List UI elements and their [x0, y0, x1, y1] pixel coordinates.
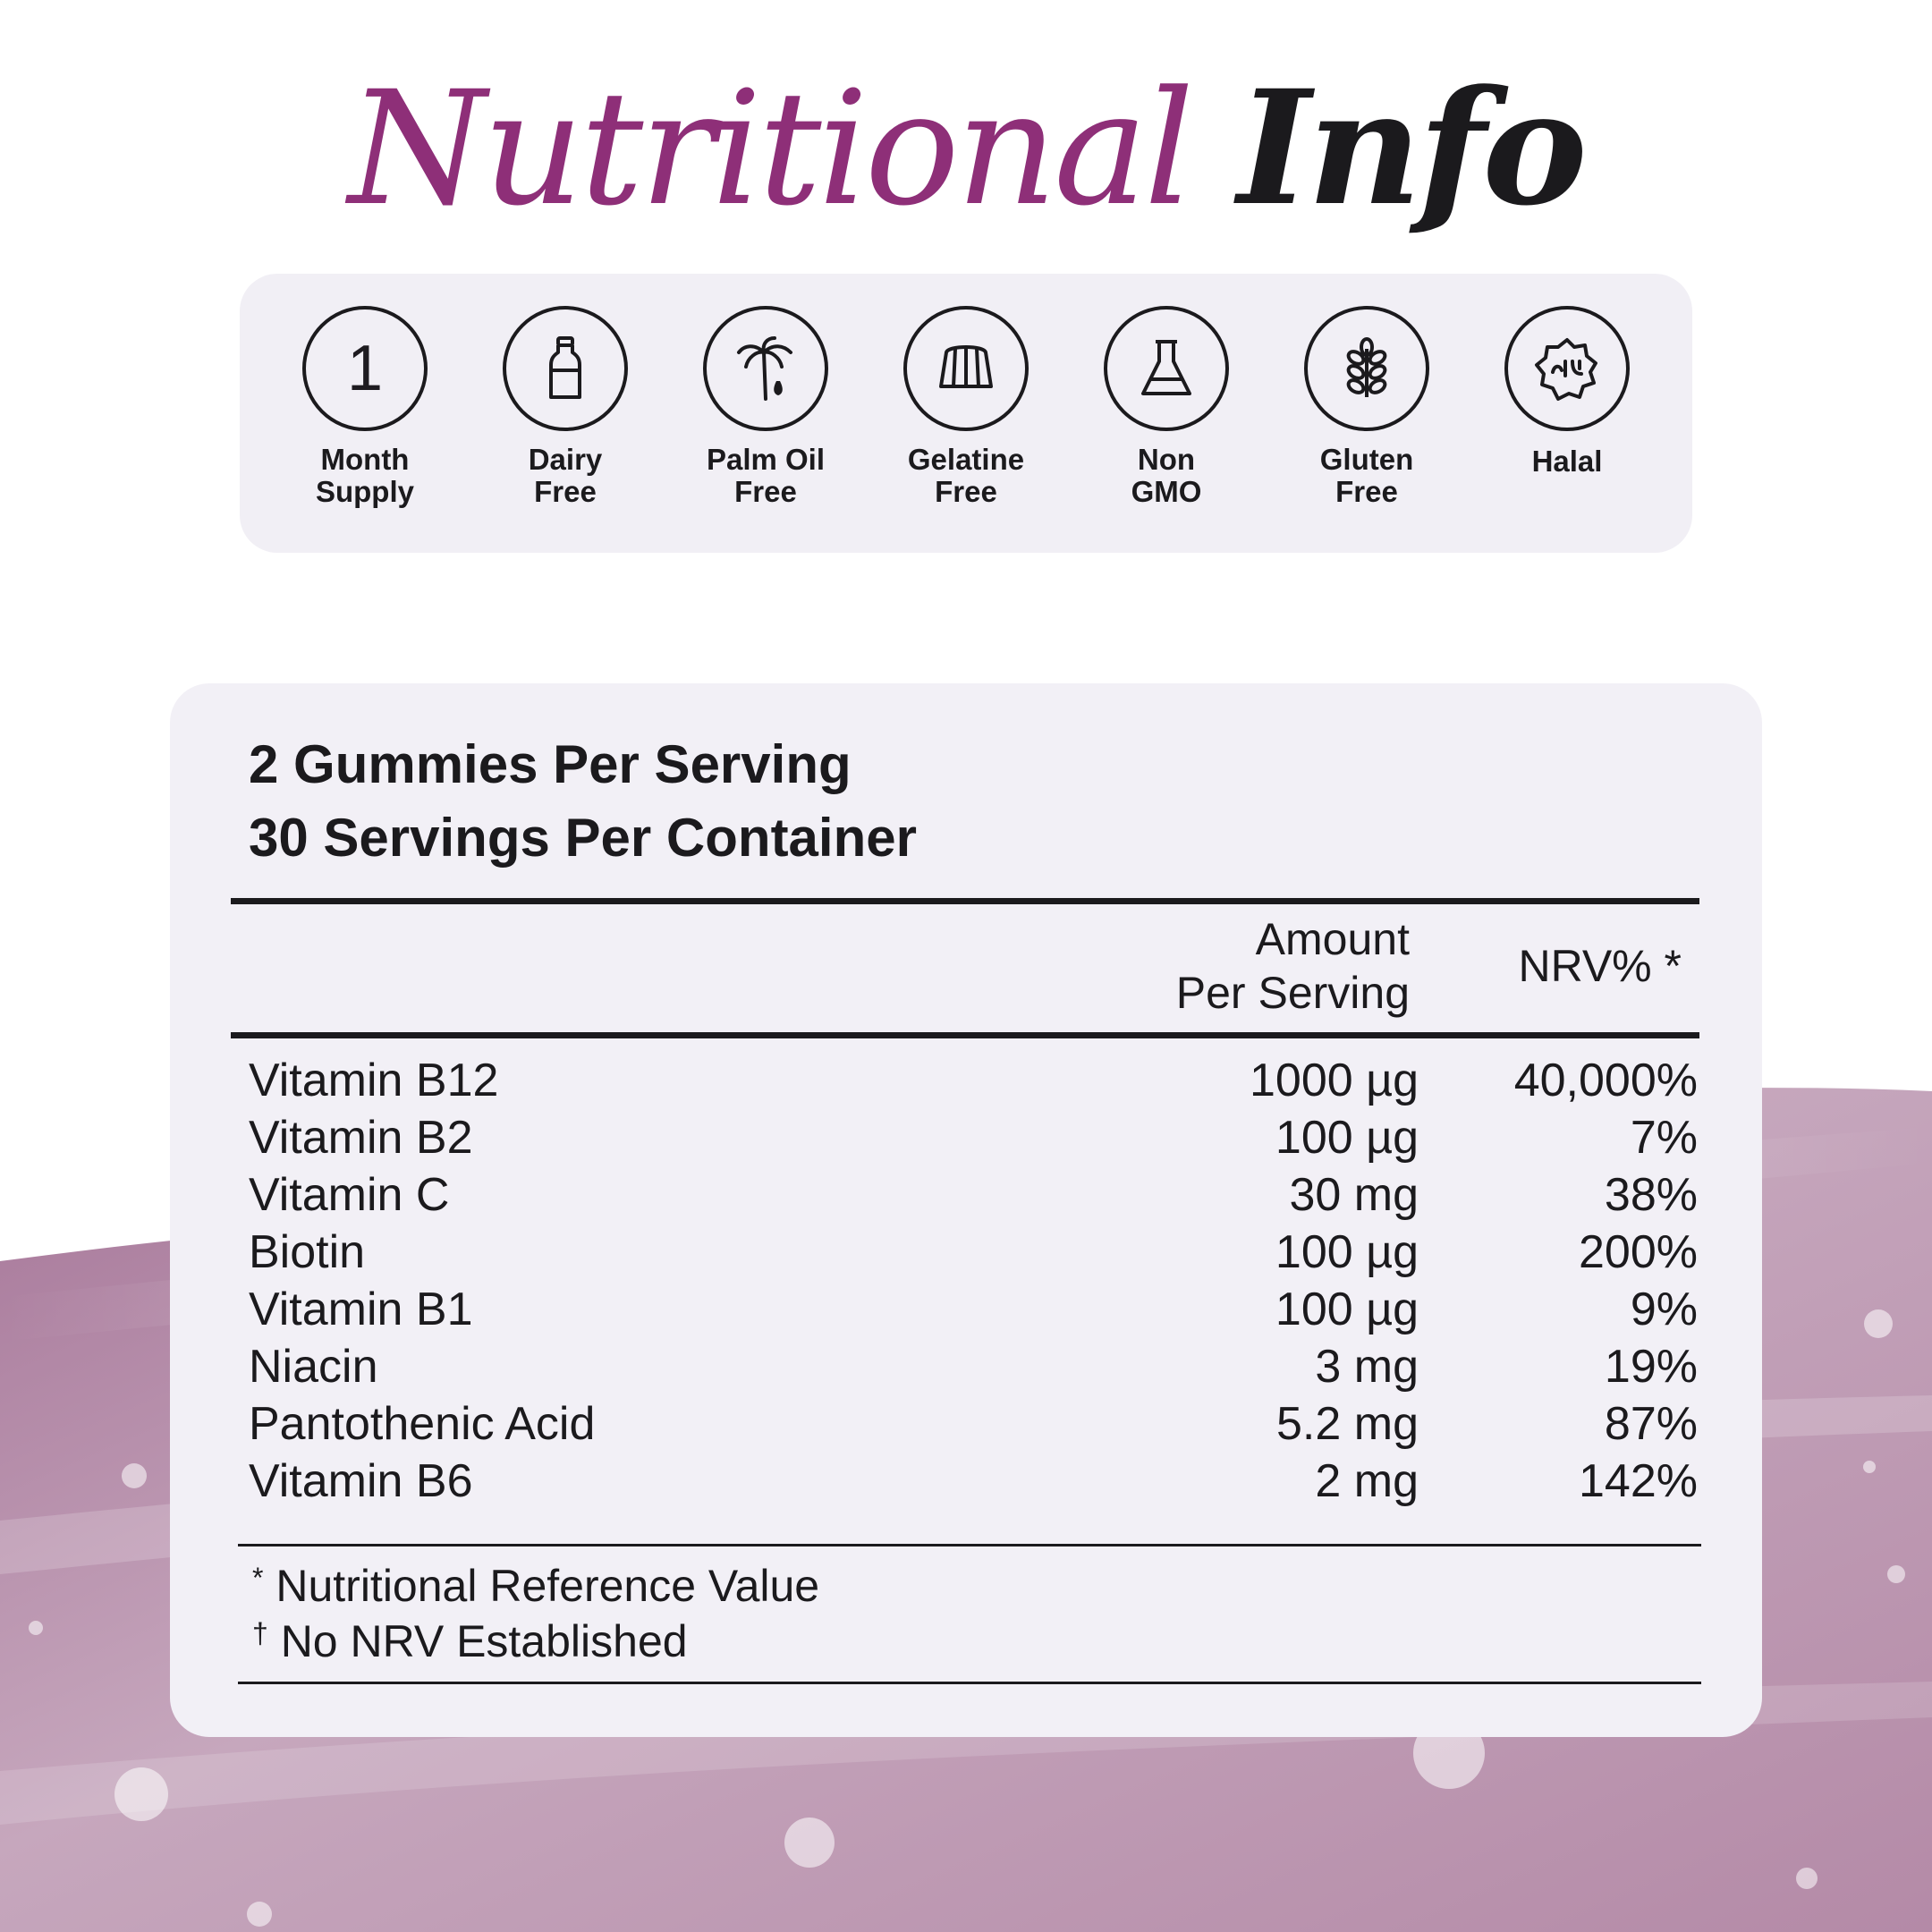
title-part-info: Info: [1237, 55, 1587, 241]
badge-label: Gluten Free: [1277, 444, 1456, 508]
badge-label-line1: Non: [1137, 443, 1196, 476]
nutrient-name: Vitamin B2: [249, 1112, 473, 1164]
table-row: Vitamin B12 1000 µg 40,000%: [249, 1052, 1698, 1109]
footnote-bottom-rule: [238, 1682, 1701, 1684]
nutrient-amount: 30 mg: [1289, 1169, 1419, 1221]
badge-gelatine-free: Gelatine Free: [877, 306, 1055, 508]
footnote-text: No NRV Established: [280, 1616, 688, 1666]
nutrient-name: Niacin: [249, 1341, 378, 1393]
badge-label-line2: Free: [935, 475, 997, 508]
amount-header-line2: Per Serving: [1175, 968, 1410, 1018]
number-one-icon: 1: [302, 306, 428, 431]
footnote-text: Nutritional Reference Value: [275, 1561, 820, 1611]
badge-label-line2: Free: [734, 475, 797, 508]
nutrient-nrv: 38%: [1604, 1169, 1698, 1221]
badge-month-supply: 1 Month Supply: [275, 306, 454, 508]
nutrient-nrv: 7%: [1630, 1112, 1698, 1164]
nutrient-name: Vitamin B1: [249, 1284, 473, 1335]
badge-gluten-free: Gluten Free: [1277, 306, 1456, 508]
nutrient-nrv: 19%: [1604, 1341, 1698, 1393]
nutrient-amount: 2 mg: [1315, 1455, 1419, 1507]
flask-icon: [1104, 306, 1229, 431]
nutrition-facts-card: 2 Gummies Per Serving 30 Servings Per Co…: [170, 683, 1762, 1737]
nutrient-nrv: 200%: [1579, 1226, 1698, 1278]
nutrient-amount: 100 µg: [1275, 1112, 1419, 1164]
table-top-rule: [231, 898, 1699, 904]
table-row: Biotin 100 µg 200%: [249, 1224, 1698, 1281]
nutrient-name: Biotin: [249, 1226, 366, 1278]
badge-label: Non GMO: [1077, 444, 1256, 508]
amount-column-header: Amount Per Serving: [1176, 912, 1410, 1020]
badge-label-line1: Gelatine: [907, 443, 1025, 476]
serving-size: 2 Gummies Per Serving: [249, 734, 852, 794]
halal-icon: [1504, 306, 1630, 431]
footnote-mark: †: [252, 1617, 268, 1649]
badge-label-line2: Free: [534, 475, 597, 508]
palm-tree-icon: [703, 306, 828, 431]
table-header-rule: [231, 1032, 1699, 1038]
badge-label-line1: Dairy: [528, 443, 603, 476]
table-row: Vitamin B6 2 mg 142%: [249, 1453, 1698, 1510]
nrv-column-header: NRV% *: [1518, 941, 1682, 991]
badge-dairy-free: Dairy Free: [476, 306, 655, 508]
badge-label-line2: GMO: [1131, 475, 1202, 508]
badge-label-line1: Gluten: [1319, 443, 1414, 476]
table-row: Pantothenic Acid 5.2 mg 87%: [249, 1395, 1698, 1453]
footnotes: * Nutritional Reference Value † No NRV E…: [252, 1558, 819, 1669]
nutrient-name: Vitamin C: [249, 1169, 450, 1221]
title-part-nutritional: Nutritional: [348, 57, 1194, 241]
footnote-top-rule: [238, 1544, 1701, 1546]
nutrient-name: Vitamin B6: [249, 1455, 473, 1507]
badge-label: Gelatine Free: [877, 444, 1055, 508]
feature-badges-panel: 1 Month Supply Dairy Free: [240, 274, 1692, 553]
nutrient-nrv: 87%: [1604, 1398, 1698, 1450]
footnote-nrv: * Nutritional Reference Value: [252, 1558, 819, 1614]
nutrient-name: Vitamin B12: [249, 1055, 499, 1106]
badge-label-line1: Palm Oil: [706, 443, 826, 476]
badge-label-line2: Supply: [315, 475, 414, 508]
badge-palm-oil-free: Palm Oil Free: [676, 306, 855, 508]
badge-number: 1: [346, 333, 384, 404]
badge-label-line1: Month: [320, 443, 410, 476]
badge-label-line2: Free: [1335, 475, 1398, 508]
page-title: Nutritional Info: [0, 70, 1932, 228]
nutrient-amount: 5.2 mg: [1276, 1398, 1419, 1450]
badge-halal: Halal: [1478, 306, 1657, 478]
nutrient-amount: 100 µg: [1275, 1284, 1419, 1335]
wheat-icon: [1304, 306, 1429, 431]
table-row: Vitamin B2 100 µg 7%: [249, 1109, 1698, 1166]
nutrient-nrv: 9%: [1630, 1284, 1698, 1335]
amount-header-line1: Amount: [1255, 914, 1410, 964]
badge-label: Halal: [1478, 445, 1657, 478]
gelatine-icon: [903, 306, 1029, 431]
table-row: Vitamin B1 100 µg 9%: [249, 1281, 1698, 1338]
footnote-mark: *: [252, 1562, 264, 1594]
nutrient-name: Pantothenic Acid: [249, 1398, 596, 1450]
servings-per-container: 30 Servings Per Container: [249, 808, 917, 868]
badge-non-gmo: Non GMO: [1077, 306, 1256, 508]
table-row: Vitamin C 30 mg 38%: [249, 1166, 1698, 1224]
badge-label: Month Supply: [275, 444, 454, 508]
serving-info: 2 Gummies Per Serving 30 Servings Per Co…: [249, 728, 917, 875]
nutrient-amount: 100 µg: [1275, 1226, 1419, 1278]
footnote-no-nrv: † No NRV Established: [252, 1614, 819, 1669]
milk-bottle-icon: [503, 306, 628, 431]
nutrient-amount: 3 mg: [1315, 1341, 1419, 1393]
badge-label-line1: Halal: [1531, 445, 1603, 478]
badge-label: Palm Oil Free: [676, 444, 855, 508]
table-row: Niacin 3 mg 19%: [249, 1338, 1698, 1395]
nutrient-nrv: 142%: [1579, 1455, 1698, 1507]
nutrient-amount: 1000 µg: [1249, 1055, 1419, 1106]
badge-label: Dairy Free: [476, 444, 655, 508]
nutrient-nrv: 40,000%: [1513, 1055, 1698, 1106]
